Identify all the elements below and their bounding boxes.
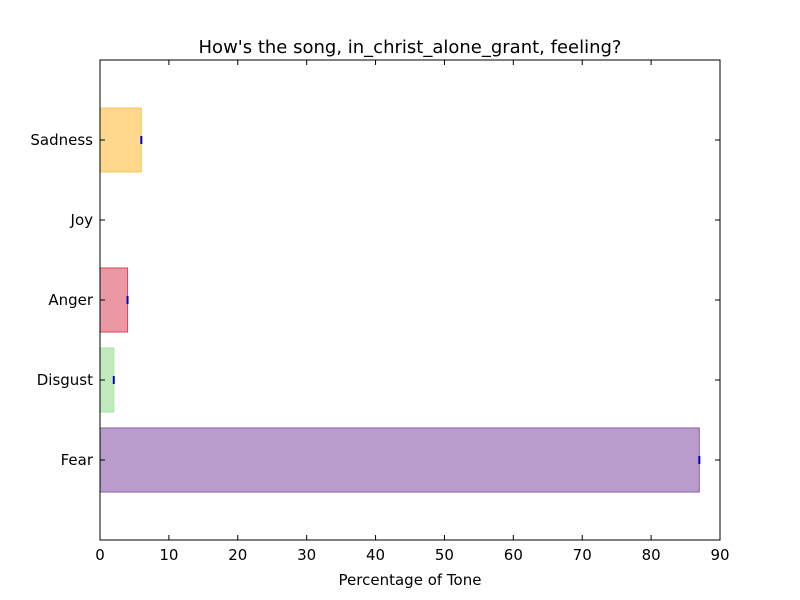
x-axis-label: Percentage of Tone bbox=[339, 571, 482, 589]
bar-sadness bbox=[99, 107, 142, 173]
x-tick-label-10: 10 bbox=[159, 546, 178, 564]
y-axis: Fear Disgust Anger Joy Sadness bbox=[30, 131, 720, 469]
y-tick-label-sadness: Sadness bbox=[30, 131, 93, 149]
x-tick-label-0: 0 bbox=[95, 546, 105, 564]
x-tick-label-30: 30 bbox=[297, 546, 316, 564]
x-tick-label-40: 40 bbox=[366, 546, 385, 564]
x-tick-label-80: 80 bbox=[642, 546, 661, 564]
x-tick-label-90: 90 bbox=[710, 546, 729, 564]
bar-fear bbox=[99, 427, 700, 493]
chart-title: How's the song, in_christ_alone_grant, f… bbox=[199, 37, 622, 58]
y-tick-label-fear: Fear bbox=[61, 451, 94, 469]
bars-layer bbox=[99, 107, 701, 493]
x-axis: 0 10 20 30 40 50 60 70 80 90 bbox=[95, 60, 730, 564]
y-tick-label-joy: Joy bbox=[70, 211, 94, 229]
x-tick-label-60: 60 bbox=[504, 546, 523, 564]
x-tick-label-50: 50 bbox=[435, 546, 454, 564]
x-tick-label-70: 70 bbox=[573, 546, 592, 564]
y-tick-label-anger: Anger bbox=[48, 291, 94, 309]
y-tick-label-disgust: Disgust bbox=[37, 371, 93, 389]
x-tick-label-20: 20 bbox=[228, 546, 247, 564]
